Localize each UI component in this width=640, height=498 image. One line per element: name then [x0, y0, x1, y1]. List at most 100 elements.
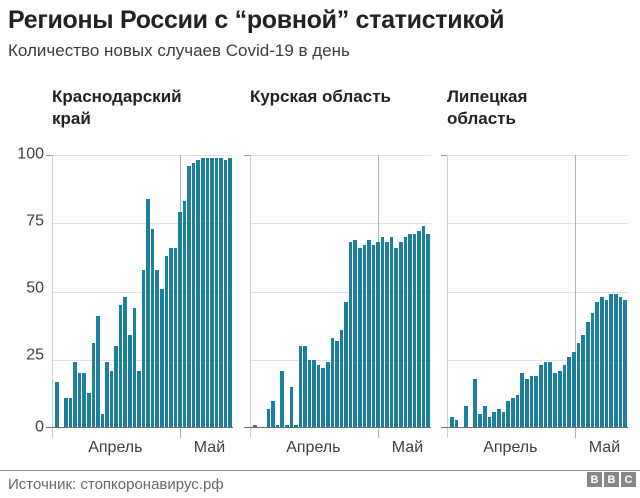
bar: [562, 365, 567, 428]
bar: [191, 163, 196, 428]
bar: [96, 316, 100, 428]
chart-title-line: область: [447, 109, 516, 129]
bar: [417, 231, 421, 428]
source-text: Источник: стопкоронавирус.рф: [8, 476, 224, 493]
bar: [316, 365, 321, 428]
bar: [173, 247, 178, 428]
bar: [178, 212, 182, 428]
y-axis-line: [52, 155, 53, 438]
bbc-logo: B B C: [587, 472, 636, 487]
bar: [55, 381, 59, 428]
y-tick-label-25: 25: [26, 346, 44, 364]
bar: [123, 296, 127, 428]
bar: [585, 321, 590, 428]
bar: [492, 411, 496, 428]
y-tick-mark-100: [46, 155, 52, 156]
x-axis-line: [46, 427, 233, 428]
bar: [618, 296, 623, 428]
chart-title-kurskaya-oblast: Курская область: [250, 86, 442, 108]
chart-title-line: Краснодарский: [52, 87, 182, 106]
bar: [380, 236, 385, 428]
bar: [164, 256, 169, 428]
chart-title-krasnodarsky-kray: Краснодарский край: [52, 86, 244, 130]
y-tick-mark-100: [244, 155, 250, 156]
gridline-75: [52, 223, 233, 225]
bar: [362, 245, 367, 428]
bars: [253, 155, 430, 428]
y-tick-label-100: 100: [17, 145, 44, 163]
bar: [548, 362, 553, 428]
bar: [335, 340, 339, 428]
x-tick-label-april: Апрель: [483, 439, 538, 456]
bar: [595, 302, 599, 428]
bar: [214, 157, 219, 428]
bar: [105, 362, 109, 428]
bar: [609, 294, 614, 428]
bar: [539, 365, 543, 428]
bar: [450, 417, 454, 428]
bar: [590, 313, 595, 428]
bar: [581, 335, 585, 428]
chart-kurskaya-oblast: Апрель Май: [244, 155, 431, 456]
bar: [482, 406, 487, 428]
bar: [553, 373, 557, 428]
bar: [515, 395, 520, 428]
bar: [284, 425, 289, 428]
bars: [55, 155, 232, 428]
bar: [64, 397, 68, 428]
bar: [182, 201, 187, 428]
bar: [473, 378, 478, 428]
y-axis-line: [250, 155, 251, 438]
bar: [543, 362, 548, 428]
x-tick-label-may: Май: [588, 439, 621, 456]
y-tick-mark-100: [441, 155, 447, 156]
gridline-75: [447, 223, 628, 225]
bar: [275, 425, 280, 428]
x-tick-label-may: Май: [391, 439, 424, 456]
bar: [464, 406, 468, 428]
bar: [223, 160, 228, 428]
bbc-logo-letter-b1: B: [587, 472, 602, 487]
bar: [357, 247, 362, 428]
bar: [271, 400, 275, 428]
y-tick-label-50: 50: [26, 279, 44, 297]
chart-lipetskaya-oblast: Апрель Май: [441, 155, 628, 456]
bar: [389, 236, 394, 428]
chart-title-line: Липецкая: [447, 87, 528, 106]
bar: [132, 307, 137, 428]
y-axis-line: [447, 155, 448, 438]
bar: [576, 343, 581, 428]
x-axis-line: [441, 427, 628, 428]
bar: [280, 370, 284, 428]
bar: [91, 343, 96, 428]
bar: [604, 299, 609, 428]
may-gridline: [574, 155, 576, 438]
bar: [525, 378, 529, 428]
bar: [399, 242, 403, 428]
bar: [303, 346, 307, 428]
bar: [187, 165, 191, 428]
footer-divider: [0, 470, 640, 471]
bar: [294, 425, 298, 428]
bar: [344, 302, 348, 428]
chart-title-lipetskaya-oblast: Липецкая область: [447, 86, 639, 130]
x-tick-label-may: Май: [193, 439, 226, 456]
x-tick-label-april: Апрель: [88, 439, 143, 456]
bar: [412, 234, 417, 428]
bar: [128, 335, 132, 428]
bar: [496, 408, 501, 428]
bar: [421, 225, 426, 428]
bar: [557, 370, 562, 428]
bar: [205, 157, 210, 428]
bar: [219, 157, 223, 428]
bar: [289, 387, 294, 428]
bar: [114, 346, 118, 428]
bar: [376, 242, 380, 428]
bar: [426, 234, 430, 428]
bar: [307, 359, 312, 428]
gridline-50: [250, 291, 431, 293]
bar: [298, 346, 303, 428]
bar: [169, 247, 173, 428]
bbc-logo-letter-c: C: [621, 472, 636, 487]
bar: [330, 337, 335, 428]
